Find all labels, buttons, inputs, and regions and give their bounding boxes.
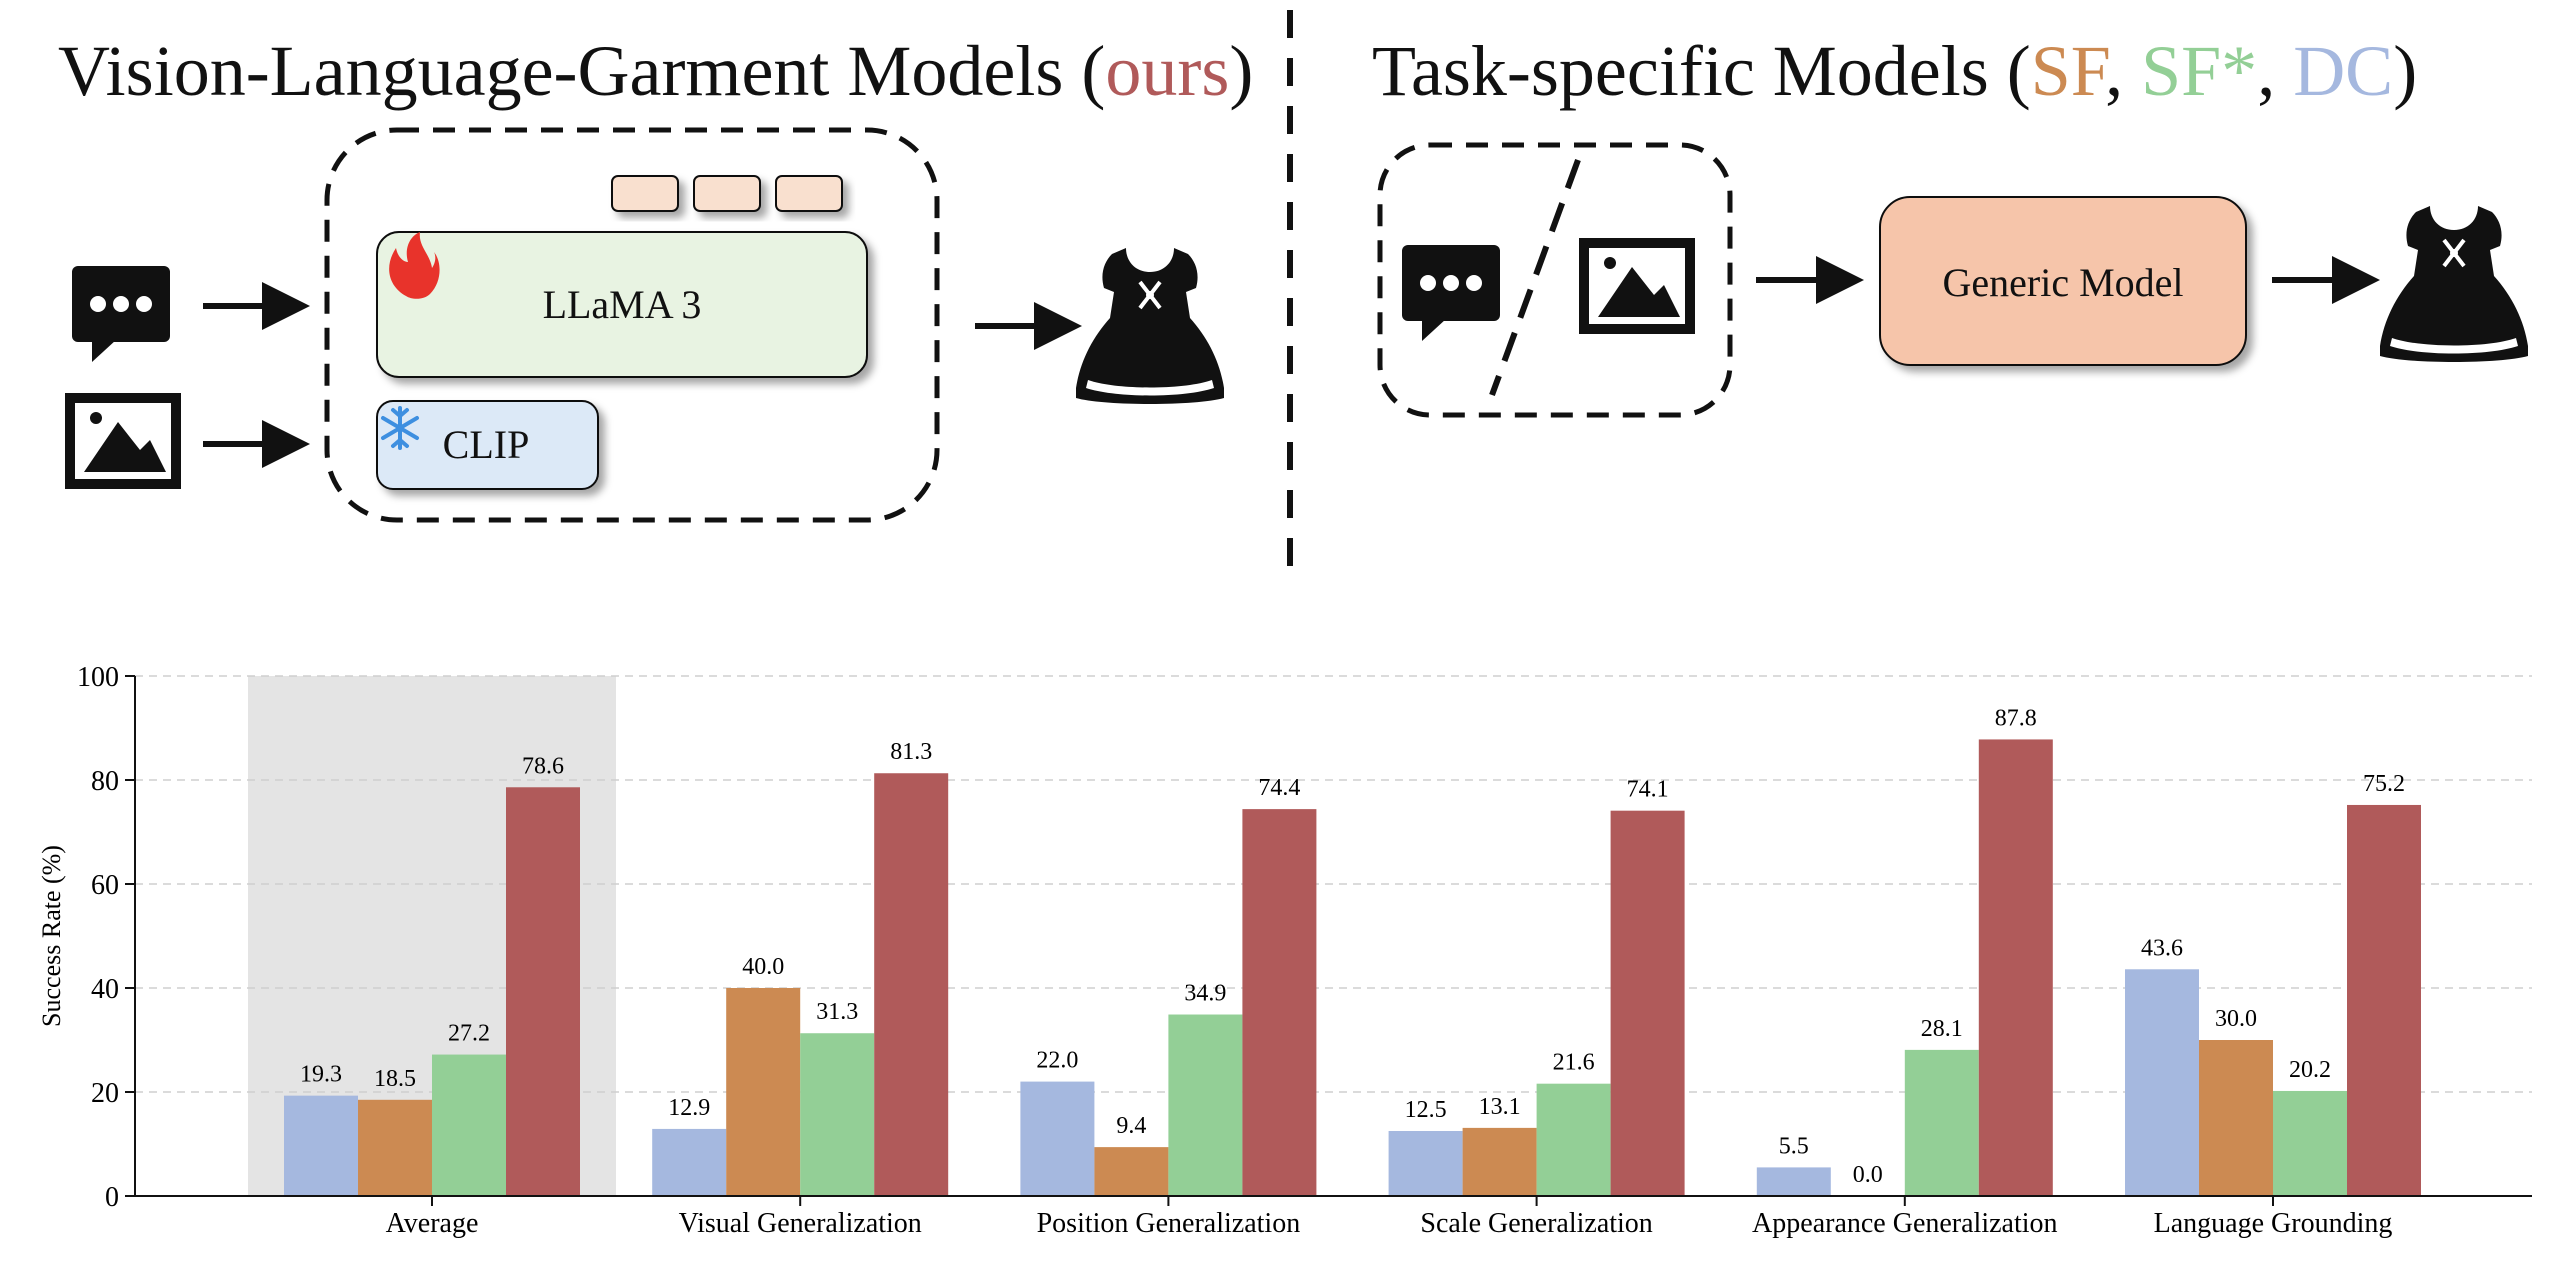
chat-bubble-icon [72,266,170,362]
chat-bubble-icon [1402,245,1500,341]
snowflake-icon [381,406,419,450]
left-panel-title: Vision-Language-Garment Models (ours) [58,30,1253,113]
bar-ours [1242,809,1317,1196]
token [693,175,761,212]
dc-label: DC [2293,31,2394,111]
ours-highlight: ours [1105,31,1230,111]
bar-value-label: 43.6 [2141,935,2183,961]
flame-icon [389,232,440,299]
generic-model-box [1879,196,2247,366]
sep-1: , [2105,31,2142,111]
x-ticks: Average Visual Generalization Position Gen… [386,1196,2393,1239]
bar-value-label: 75.2 [2363,771,2405,797]
bar-ours [506,787,580,1196]
encoder-label: CLIP [443,422,530,467]
x-tick-label: Appearance Generalization [1752,1208,2057,1239]
bar-value-label: 19.3 [300,1062,342,1088]
dress-icon [1076,248,1224,404]
right-panel-title: Task-specific Models (SF, SF*, DC) [1372,30,2417,113]
y-tick-label: 80 [91,766,119,797]
bar-sf [2199,1040,2273,1196]
bar-value-label: 78.6 [522,753,564,779]
bar-sfstar [1536,1083,1611,1196]
bar-sfstar [1904,1049,1979,1196]
or-separator [1489,158,1581,397]
bar-value-label: 31.3 [816,999,858,1025]
x-tick-label: Scale Generalization [1420,1208,1652,1239]
bar-sf [726,988,801,1196]
image-icon [1579,238,1695,334]
bar-dc [1388,1131,1463,1196]
bar-sfstar [1168,1014,1243,1196]
bar-value-label: 81.3 [890,739,932,765]
bar-sfstar [800,1033,875,1196]
vlg-model-container [324,127,940,523]
bar-value-label: 30.0 [2215,1006,2257,1032]
llm-box [376,231,868,378]
bar-ours [1978,739,2053,1196]
success-rate-chart: 19.3 18.5 27.2 78.6 12.9 40.0 31.3 81.3 22.0 9.4 3… [37,662,2532,1239]
y-tick-label: 20 [91,1078,119,1109]
sfstar-label: SF* [2141,31,2258,111]
bar-value-label: 22.0 [1036,1048,1078,1074]
bars [284,739,2421,1196]
sf-label: SF [2030,31,2106,111]
bar-dc [284,1095,358,1196]
y-tick-label: 100 [77,662,119,693]
token [611,175,679,212]
bar-ours [1610,810,1685,1196]
bar-value-label: 27.2 [448,1021,490,1047]
bar-sf [358,1099,432,1196]
bar-ours [2347,804,2421,1196]
bar-value-label: 34.9 [1184,981,1226,1007]
bar-value-label: 0.0 [1853,1162,1883,1188]
bar-value-label: 12.9 [668,1095,710,1121]
right-title-close: ) [2393,31,2418,111]
bar-sf [1462,1127,1537,1196]
bar-value-label: 74.4 [1258,775,1300,801]
bar-dc [652,1128,727,1196]
bar-value-label: 20.2 [2289,1057,2331,1083]
bar-value-label: 74.1 [1627,777,1669,803]
x-tick-label: Language Grounding [2154,1208,2393,1239]
dress-icon [2380,206,2528,362]
bar-dc [1756,1167,1831,1196]
right-title-text: Task-specific Models ( [1372,31,2031,111]
bar-value-label: 21.6 [1553,1050,1595,1076]
bar-dc [1020,1081,1095,1196]
bar-value-label: 40.0 [742,954,784,980]
bar-value-label: 13.1 [1479,1094,1521,1120]
bar-sf [1094,1147,1169,1196]
llm-label: LLaMA 3 [543,282,702,327]
left-title-text: Vision-Language-Garment Models ( [58,31,1106,111]
bar-ours [874,773,949,1196]
bar-value-label: 28.1 [1921,1016,1963,1042]
bar-value-label: 12.5 [1405,1097,1447,1123]
bar-value-label: 87.8 [1995,705,2037,731]
bar-value-label: 9.4 [1116,1113,1146,1139]
input-container [1377,142,1733,418]
encoder-box [376,400,599,490]
method-diagram: LLaMA 3 CLIP [65,10,2528,585]
value-labels: 19.3 18.5 27.2 78.6 12.9 40.0 31.3 81.3 22.0 9.4 3… [300,705,2405,1188]
x-tick-label: Visual Generalization [679,1208,922,1239]
y-ticks: 0 20 40 60 80 100 [77,662,135,1213]
bar-value-label: 5.5 [1779,1133,1809,1159]
y-tick-label: 60 [91,870,119,901]
bar-value-label: 18.5 [374,1066,416,1092]
x-tick-label: Position Generalization [1037,1208,1301,1239]
y-tick-label: 0 [105,1182,119,1213]
sep-2: , [2257,31,2294,111]
bar-sfstar [2273,1090,2347,1196]
y-axis-label: Success Rate (%) [37,845,66,1027]
x-tick-label: Average [386,1208,479,1239]
bar-sfstar [432,1054,506,1196]
image-icon [65,393,181,489]
token [775,175,843,212]
bar-dc [2125,969,2199,1196]
y-tick-label: 40 [91,974,119,1005]
generic-model-label: Generic Model [1942,260,2183,305]
left-title-close: ) [1229,31,1254,111]
